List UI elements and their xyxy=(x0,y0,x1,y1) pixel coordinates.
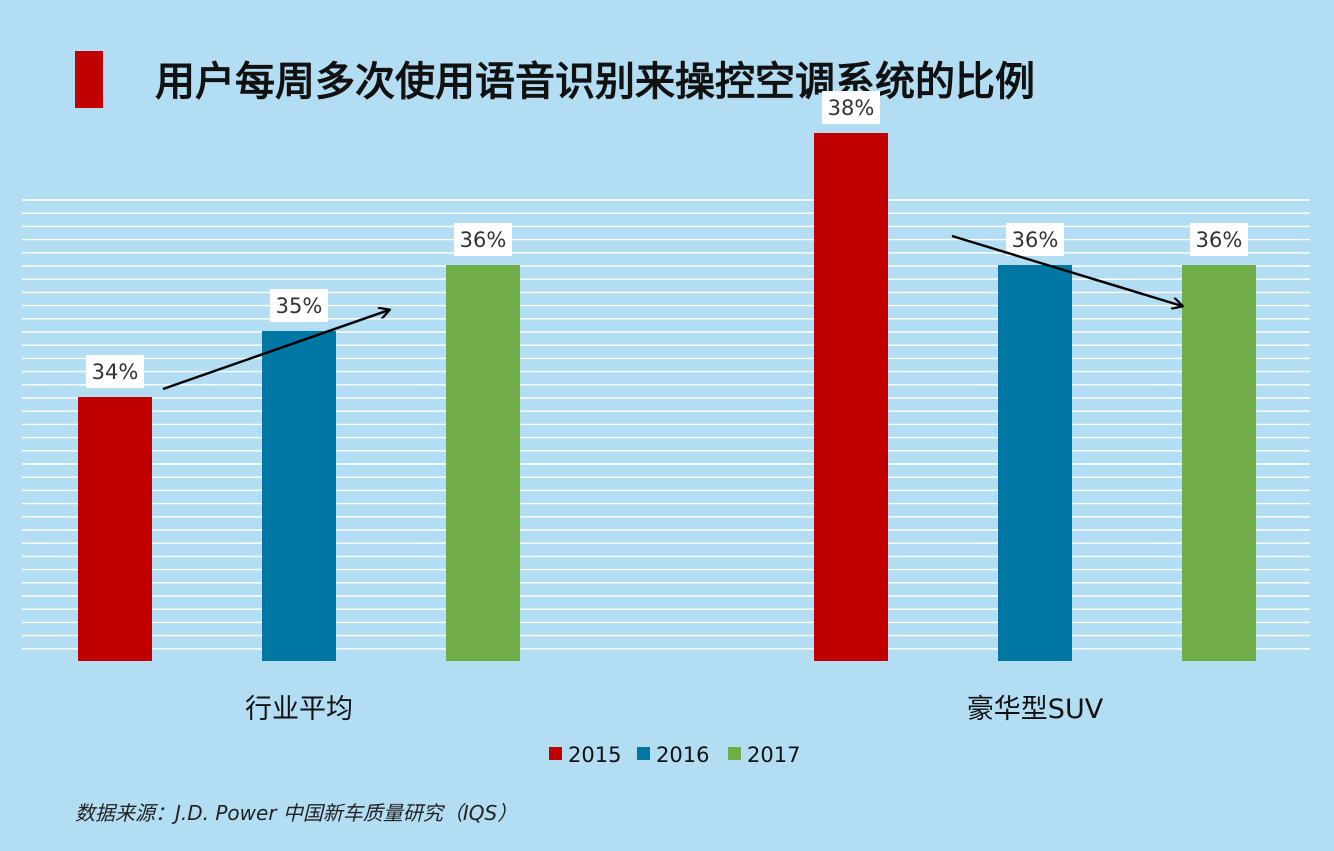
legend-swatch-2016 xyxy=(637,747,650,760)
data-label: 36% xyxy=(1196,228,1243,252)
data-label: 35% xyxy=(276,294,323,318)
data-label: 34% xyxy=(92,360,139,384)
data-label-box xyxy=(822,91,880,124)
bar-2016-0 xyxy=(262,331,336,661)
data-label: 38% xyxy=(828,96,875,120)
bar-2017-0 xyxy=(446,265,520,661)
bar-2015-0 xyxy=(78,397,152,661)
legend-label: 2016 xyxy=(656,743,709,767)
data-labels: 34% 35% 36% 38% 36% 36% xyxy=(86,91,1248,388)
gridlines xyxy=(22,199,1310,650)
legend-swatch-2015 xyxy=(549,747,562,760)
data-label-box xyxy=(1006,223,1064,256)
bar-2015-1 xyxy=(814,133,888,661)
source-note: 数据来源：J.D. Power 中国新车质量研究（IQS） xyxy=(75,801,518,825)
bars xyxy=(78,133,1256,661)
data-label-box xyxy=(454,223,512,256)
category-label: 行业平均 xyxy=(245,694,353,725)
legend-label: 2017 xyxy=(747,743,800,767)
data-label: 36% xyxy=(1012,228,1059,252)
bar-2016-1 xyxy=(998,265,1072,661)
title-marker xyxy=(75,51,103,108)
chart-title: 用户每周多次使用语音识别来操控空调系统的比例 xyxy=(155,59,1035,105)
legend: 2015 2016 2017 xyxy=(549,743,800,767)
data-label-box xyxy=(1190,223,1248,256)
data-label-box xyxy=(86,355,144,388)
category-label: 豪华型SUV xyxy=(967,694,1104,725)
category-labels: 行业平均 豪华型SUV xyxy=(245,694,1104,725)
legend-label: 2015 xyxy=(568,743,621,767)
trend-arrows xyxy=(162,234,1182,391)
bar-2017-1 xyxy=(1182,265,1256,661)
trend-arrow-up xyxy=(162,310,389,391)
trend-arrow-down xyxy=(951,234,1182,306)
data-label-box xyxy=(270,289,328,322)
data-label: 36% xyxy=(460,228,507,252)
legend-swatch-2017 xyxy=(728,747,741,760)
